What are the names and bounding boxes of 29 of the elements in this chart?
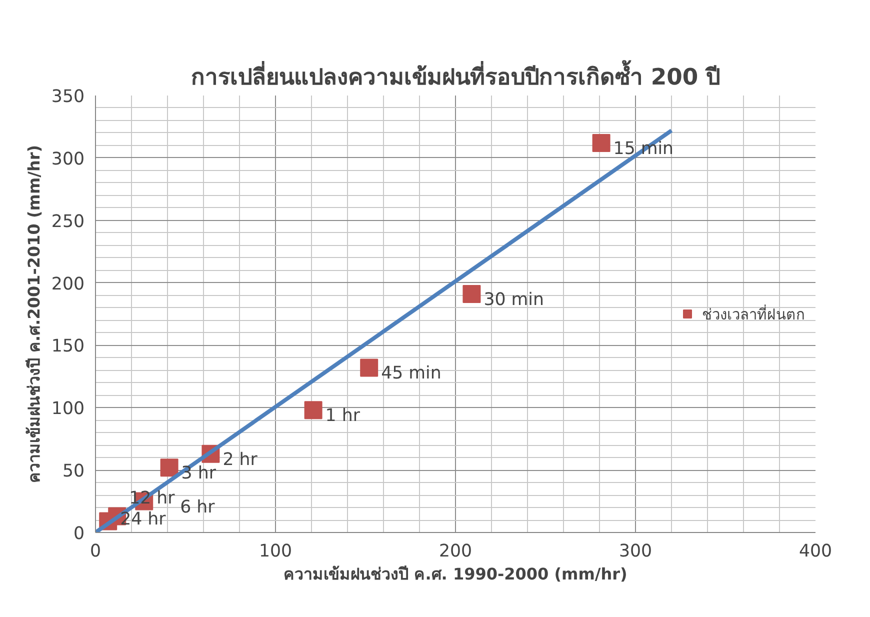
x-tick-label: 200 [438,542,472,562]
point [462,285,481,304]
y-tick-label: 200 [51,274,85,294]
point [304,401,322,420]
annotation: 1 hr [325,406,361,426]
annotation: 45 min [381,364,442,384]
y-tick-label: 0 [73,524,85,544]
x-tick-label: 100 [258,542,292,562]
annotation: 15 min [613,138,674,159]
y-tick-label: 50 [62,462,85,482]
annotation: 30 min [484,290,544,310]
annotation: 2 hr [222,450,258,470]
x-axis-title: ความเข้มฝนช่วงปี ค.ศ. 1990-2000 (mm/hr) [284,564,628,584]
point [160,458,178,477]
y-tick-label: 350 [51,87,85,107]
y-tick-label: 300 [51,149,85,170]
y-tick-label: 150 [51,336,85,357]
y-tick-label: 250 [51,212,85,232]
point [592,134,610,152]
legend-label: ช่วงเวลาที่ฝนตก [702,304,805,325]
point [360,358,378,377]
chart-title: การเปลี่ยนแปลงความเข้มฝนที่รอบปีการเกิดซ้ำ 200 ปี [190,60,720,90]
x-tick-label: 400 [798,542,832,562]
x-tick-label: 300 [618,542,652,562]
y-axis-title: ความเข้มฝนช่วงปี ค.ศ.2001-2010 (mm/hr) [24,144,44,484]
annotation: 12 hr [129,488,176,508]
x-tick-label: 0 [90,542,102,562]
y-tick-label: 100 [51,399,85,420]
annotation: 6 hr [180,497,216,518]
